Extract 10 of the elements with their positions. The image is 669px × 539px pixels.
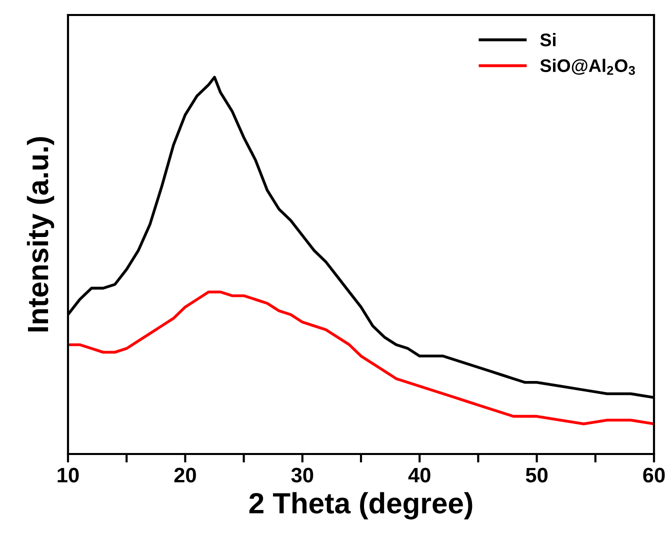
x-tick-label: 10 [58,468,79,482]
legend-label: SiO@Al$_{2}$O$_{3}$ [540,58,635,75]
x-tick-label: 50 [526,468,548,482]
y-axis-title: Intensity (a.u.) [26,137,54,332]
x-axis-title: 2 Theta (degree) [249,492,472,520]
legend-label: Si [540,33,556,46]
x-tick-label: 40 [408,468,430,482]
x-tick-label: 30 [291,468,314,483]
x-tick-label: 20 [174,468,196,482]
x-tick-label: 60 [643,468,665,482]
